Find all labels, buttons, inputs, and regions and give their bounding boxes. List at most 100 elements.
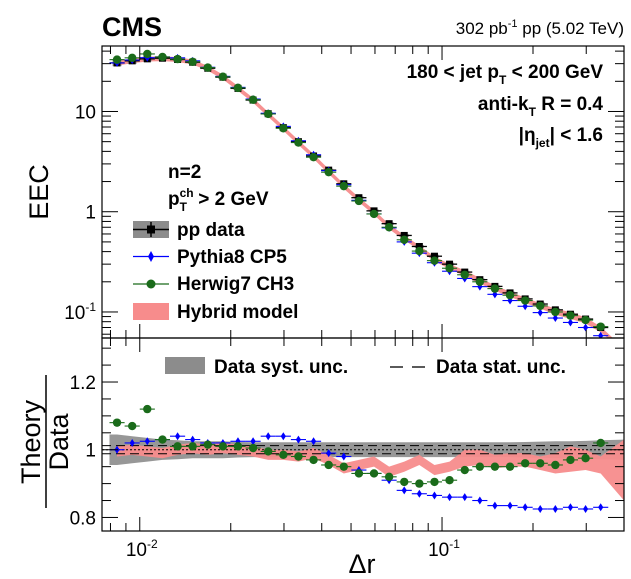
pythia-point <box>552 314 558 323</box>
pythia-ratio-point <box>431 491 438 500</box>
ratio-y-tick-label: 1 <box>85 441 96 462</box>
ratio-frame <box>101 337 625 532</box>
herwig-point <box>309 152 318 162</box>
y-axis-label-ratio: Theory Data <box>16 375 74 508</box>
pythia-ratio-point <box>598 503 604 512</box>
pythia-ratio-point <box>567 503 574 512</box>
pythia-ratio-point <box>129 438 135 447</box>
herwig-point <box>369 209 379 219</box>
selection-text: 180 < jet pT < 200 GeV anti-kT R = 0.4 |… <box>407 62 604 150</box>
pythia-ratio-point <box>265 432 271 441</box>
pythia-ratio-point <box>250 437 256 446</box>
herwig-ratio-point <box>112 418 122 427</box>
pythia-ratio-point <box>144 437 150 446</box>
legend-label-hybrid: Hybrid model <box>177 302 298 323</box>
herwig-point <box>536 301 545 311</box>
legend-square-marker <box>147 225 155 234</box>
herwig-point <box>400 235 409 244</box>
ptch-label: pch T > 2 GeV <box>168 186 269 214</box>
legend: pp data Pythia8 CP5 Herwig7 CH3 Hybrid m… <box>133 220 298 323</box>
herwig-ratio-point <box>143 404 152 414</box>
top-axes: 10-1 1 10 <box>64 45 625 339</box>
herwig-point <box>551 307 560 317</box>
herwig-point <box>127 53 137 63</box>
herwig-point <box>263 109 273 119</box>
pythia-ratio-point <box>462 493 468 502</box>
data-point <box>400 231 408 239</box>
herwig-ratio-point <box>188 442 197 451</box>
ratio-panel: 0.8 1 1.2 10-2 10-1 Data syst. unc. Data sta… <box>16 337 625 579</box>
herwig-ratio-point <box>460 465 469 475</box>
pythia-ratio-point <box>326 449 332 458</box>
herwig-point <box>581 315 590 325</box>
pythia-ratio-point <box>190 435 196 444</box>
legend-circle-marker <box>146 279 156 289</box>
ratio-y-tick-label: 0.8 <box>70 508 96 529</box>
pythia-ratio-point <box>310 437 317 446</box>
ratio-label-numerator: Theory <box>16 399 46 484</box>
herwig-ratio-point <box>536 459 545 468</box>
algo-label: anti-kT R = 0.4 <box>478 94 604 119</box>
legend-item-hybrid: Hybrid model <box>133 302 298 323</box>
herwig-ratio-point <box>415 479 424 488</box>
herwig-ratio-point <box>400 477 409 487</box>
legend-item-pp-data: pp data <box>133 220 245 241</box>
legend-label-pythia: Pythia8 CP5 <box>177 247 287 268</box>
herwig-point <box>324 167 333 177</box>
herwig-ratio-point <box>475 462 485 471</box>
herwig-point <box>158 52 167 62</box>
herwig-point <box>188 57 197 67</box>
herwig-point <box>294 138 303 147</box>
herwig-ratio-point <box>173 442 182 451</box>
herwig-ratio-point <box>339 462 349 471</box>
herwig-ratio-point <box>233 442 243 451</box>
ratio-legend: Data syst. unc. Data stat. unc. <box>165 357 566 378</box>
pythia-ratio-point <box>522 503 528 512</box>
herwig-ratio-point <box>369 469 379 478</box>
herwig-point <box>279 124 288 133</box>
experiment-label: CMS <box>102 12 162 42</box>
pythia-ratio-point <box>341 452 347 461</box>
pythia-ratio-point <box>507 501 513 510</box>
herwig-point <box>475 277 485 286</box>
herwig-ratio-point <box>263 447 273 456</box>
top-y-tick-label: 10-1 <box>64 300 96 324</box>
ratio-y-tick-label: 1.2 <box>70 373 96 394</box>
pythia-ratio-point <box>477 496 483 505</box>
herwig-point <box>248 95 258 104</box>
ratio-label-denominator: Data <box>44 413 74 471</box>
top-y-tick-label: 10 <box>75 102 96 123</box>
pythia-ratio-point <box>582 504 589 513</box>
herwig-point <box>490 284 500 293</box>
herwig-ratio-point <box>203 440 212 449</box>
herwig-ratio-point <box>324 460 333 470</box>
pt-range-label: 180 < jet pT < 200 GeV <box>407 62 604 87</box>
legend-diamond-marker <box>148 251 154 262</box>
legend-item-pythia: Pythia8 CP5 <box>133 247 287 268</box>
pythia-ratio-point <box>552 504 558 513</box>
herwig-point <box>596 322 605 331</box>
herwig-ratio-point <box>354 469 364 478</box>
pythia-ratio-point <box>416 489 422 498</box>
legend-label-stat: Data stat. unc. <box>436 357 566 378</box>
herwig-ratio-point <box>445 476 454 485</box>
herwig-ratio-point <box>294 452 303 461</box>
herwig-ratio-point <box>566 455 575 465</box>
herwig-point <box>173 54 182 64</box>
herwig-point <box>112 55 122 64</box>
herwig-point <box>354 196 364 206</box>
ratio-plot-area <box>102 404 624 513</box>
pythia-ratio-point <box>492 501 498 510</box>
data-point <box>430 252 438 260</box>
ratio-axes: 0.8 1 1.2 10-2 10-1 <box>70 337 625 561</box>
pythia-ratio-point <box>446 493 453 502</box>
herwig-ratio-point <box>520 459 530 468</box>
herwig-point <box>339 181 349 191</box>
herwig-ratio-point <box>430 477 439 487</box>
herwig-point <box>203 63 212 72</box>
herwig-point <box>460 270 469 279</box>
pythia-point <box>492 290 498 299</box>
pythia-point <box>598 331 604 338</box>
legend-label-herwig: Herwig7 CH3 <box>177 274 294 295</box>
